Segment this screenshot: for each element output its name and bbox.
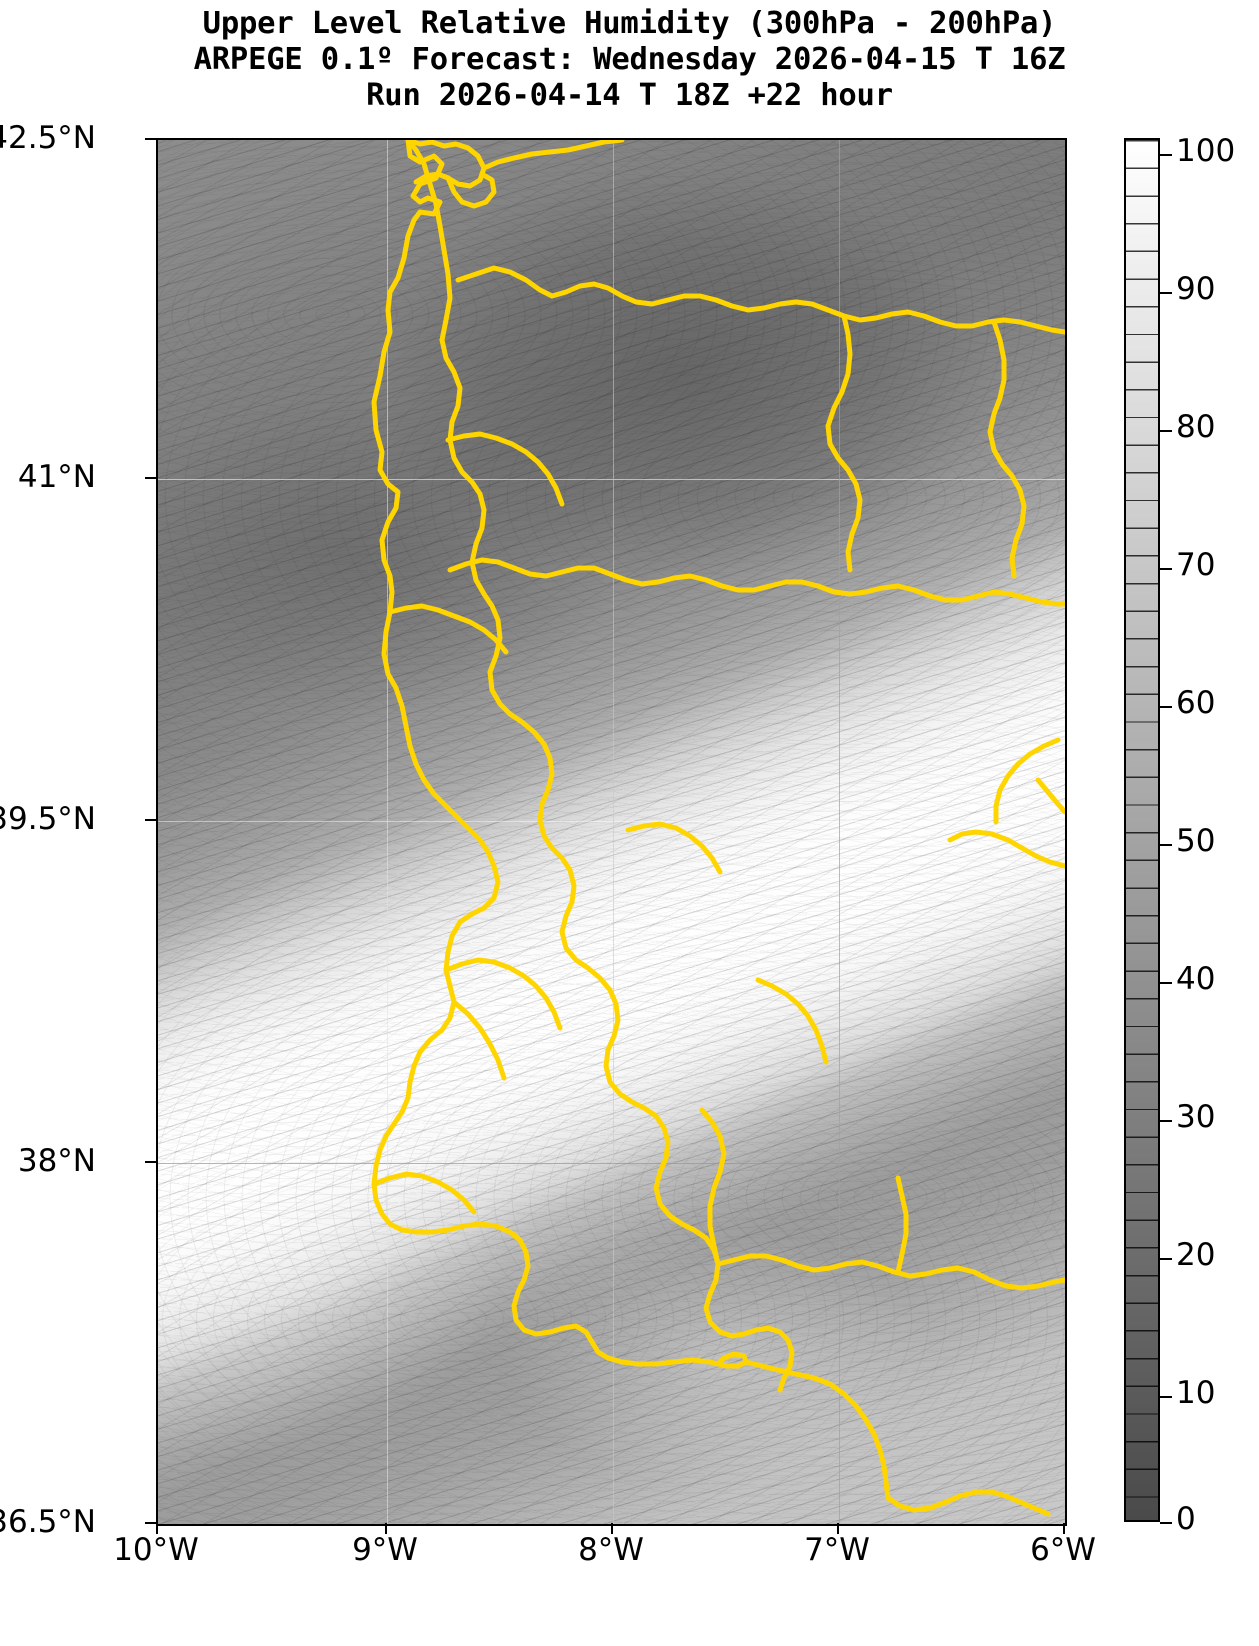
colorbar-label-20: 20 bbox=[1176, 1237, 1216, 1273]
title-line-1: Upper Level Relative Humidity (300hPa - … bbox=[202, 6, 1057, 41]
colorbar-contour-lines bbox=[1126, 140, 1158, 1520]
gridline-lon-9 bbox=[387, 140, 388, 1524]
xtick-mark-9w bbox=[385, 1523, 387, 1534]
colorbar-label-80: 80 bbox=[1176, 409, 1216, 445]
colorbar-label-10: 10 bbox=[1176, 1375, 1216, 1411]
xtick-mark-7w bbox=[837, 1523, 839, 1534]
xtick-label-9w: 9°W bbox=[352, 1532, 418, 1568]
map-plot-area bbox=[156, 138, 1067, 1526]
title-line-2: ARPEGE 0.1º Forecast: Wednesday 2026-04-… bbox=[193, 42, 1066, 77]
colorbar-tick-80 bbox=[1160, 430, 1172, 432]
colorbar-label-0: 0 bbox=[1176, 1501, 1196, 1537]
colorbar-label-100: 100 bbox=[1176, 133, 1236, 169]
colorbar-tick-30 bbox=[1160, 1120, 1172, 1122]
gridline-lat-38 bbox=[158, 1163, 1065, 1164]
colorbar-tick-70 bbox=[1160, 568, 1172, 570]
ytick-mark-42-5 bbox=[145, 138, 156, 140]
colorbar-tick-100 bbox=[1160, 154, 1172, 156]
ytick-label-36-5: 36.5°N bbox=[0, 1504, 96, 1540]
xtick-label-8w: 8°W bbox=[578, 1532, 644, 1568]
colorbar-tick-60 bbox=[1160, 706, 1172, 708]
colorbar-label-60: 60 bbox=[1176, 685, 1216, 721]
colorbar bbox=[1124, 138, 1160, 1522]
xtick-mark-8w bbox=[611, 1523, 613, 1534]
colorbar-label-40: 40 bbox=[1176, 961, 1216, 997]
ytick-mark-38 bbox=[145, 1161, 156, 1163]
ytick-label-38: 38°N bbox=[17, 1143, 96, 1179]
colorbar-tick-50 bbox=[1160, 844, 1172, 846]
ytick-label-39-5: 39.5°N bbox=[0, 801, 96, 837]
xtick-label-10w: 10°W bbox=[113, 1532, 199, 1568]
xtick-mark-6w bbox=[1063, 1523, 1065, 1534]
colorbar-tick-20 bbox=[1160, 1258, 1172, 1260]
xtick-label-6w: 6°W bbox=[1030, 1532, 1096, 1568]
colorbar-tick-0 bbox=[1160, 1522, 1172, 1524]
colorbar-tick-10 bbox=[1160, 1396, 1172, 1398]
colorbar-tick-40 bbox=[1160, 982, 1172, 984]
gridline-lon-7 bbox=[839, 140, 840, 1524]
colorbar-label-90: 90 bbox=[1176, 271, 1216, 307]
ytick-mark-39-5 bbox=[145, 819, 156, 821]
contour-closed-cells bbox=[158, 140, 1065, 1524]
figure-title: Upper Level Relative Humidity (300hPa - … bbox=[0, 6, 1259, 114]
xtick-label-7w: 7°W bbox=[804, 1532, 870, 1568]
gridline-lat-39-5 bbox=[158, 821, 1065, 822]
gridline-lat-41 bbox=[158, 479, 1065, 480]
ytick-label-41: 41°N bbox=[17, 459, 96, 495]
ytick-mark-41 bbox=[145, 477, 156, 479]
ytick-mark-36-5 bbox=[145, 1522, 156, 1524]
colorbar-label-70: 70 bbox=[1176, 547, 1216, 583]
title-line-3: Run 2026-04-14 T 18Z +22 hour bbox=[366, 78, 893, 113]
xtick-mark-10w bbox=[156, 1523, 158, 1534]
ytick-label-42-5: 42.5°N bbox=[0, 120, 96, 156]
colorbar-tick-90 bbox=[1160, 292, 1172, 294]
colorbar-label-30: 30 bbox=[1176, 1099, 1216, 1135]
gridline-lon-8 bbox=[613, 140, 614, 1524]
colorbar-label-50: 50 bbox=[1176, 823, 1216, 859]
